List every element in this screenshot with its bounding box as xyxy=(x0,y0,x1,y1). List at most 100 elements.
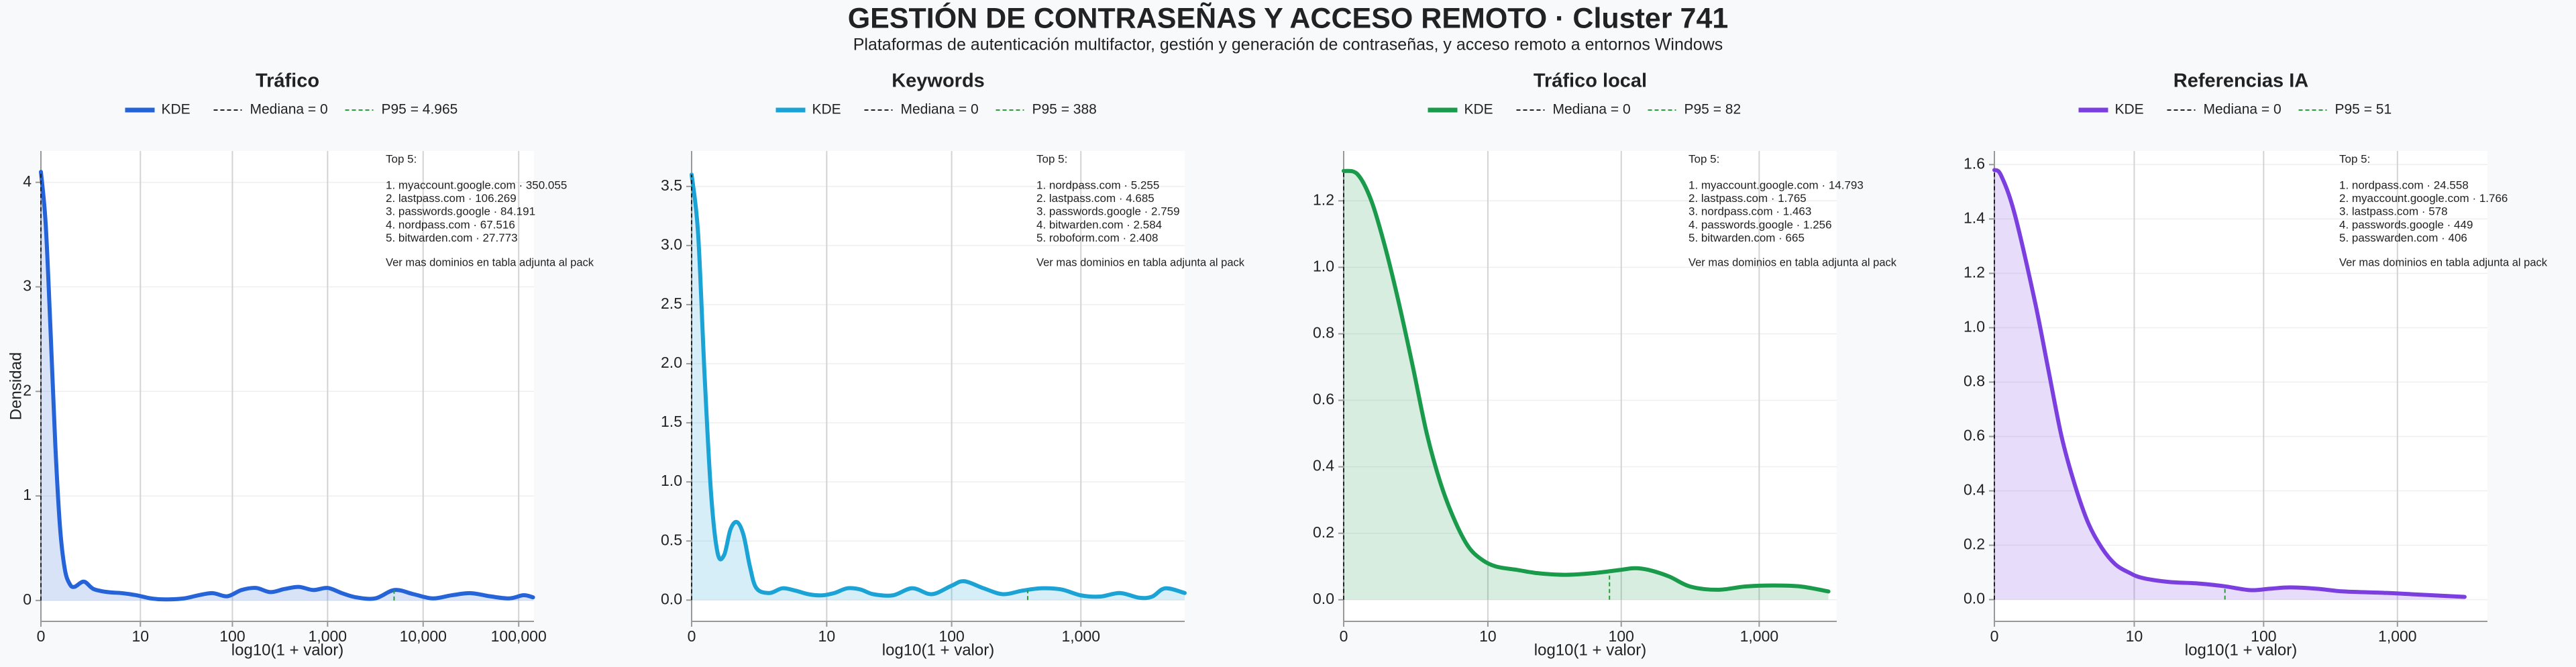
annotation-item: 4. bitwarden.com · 2.584 xyxy=(1036,218,1162,231)
annotation-item: 4. nordpass.com · 67.516 xyxy=(386,218,515,231)
legend-label: KDE xyxy=(812,102,841,117)
plot-area xyxy=(1994,151,2487,621)
density-line xyxy=(1992,168,2467,599)
y-tick-label: 3 xyxy=(23,277,32,295)
y-tick-label: 0.0 xyxy=(1313,590,1334,607)
annotation-item: 2. myaccount.google.com · 1.766 xyxy=(2339,192,2508,205)
annotation-note: Ver mas dominios en tabla adjunta al pac… xyxy=(1688,256,1897,268)
plot-area xyxy=(1344,151,1837,621)
annotation-item: 2. lastpass.com · 106.269 xyxy=(386,192,517,205)
legend-label: Mediana = 0 xyxy=(250,102,328,117)
y-tick-label: 2.5 xyxy=(661,295,682,312)
legend-label: Mediana = 0 xyxy=(1553,102,1631,117)
x-tick-label: 100,000 xyxy=(491,627,547,645)
y-tick-label: 1 xyxy=(23,486,32,503)
annotation-item: 2. lastpass.com · 1.765 xyxy=(1688,192,1807,205)
annotation-item: 5. roboform.com · 2.408 xyxy=(1036,232,1158,244)
plot-area xyxy=(41,151,534,621)
y-tick-label: 2 xyxy=(23,381,32,399)
legend-label: P95 = 82 xyxy=(1684,102,1741,117)
annotation-item: 4. passwords.google · 449 xyxy=(2339,218,2473,231)
y-tick-label: 1.0 xyxy=(661,472,682,489)
x-tick-label: 100 xyxy=(2251,627,2276,645)
x-tick-label: 0 xyxy=(688,627,696,645)
legend-label: KDE xyxy=(162,102,191,117)
x-tick-label: 10 xyxy=(1479,627,1497,645)
plot-area xyxy=(692,151,1185,621)
x-tick-label: 10,000 xyxy=(400,627,447,645)
legend-label: P95 = 51 xyxy=(2335,102,2392,117)
x-tick-label: 1,000 xyxy=(309,627,347,645)
annotation-item: 3. passwords.google · 2.759 xyxy=(1036,205,1180,218)
panel-title: Tráfico xyxy=(256,70,319,92)
legend-label: P95 = 4.965 xyxy=(382,102,458,117)
annotation-item: 1. nordpass.com · 24.558 xyxy=(2339,178,2469,191)
annotation-item: 3. nordpass.com · 1.463 xyxy=(1688,205,1811,218)
y-tick-label: 0.5 xyxy=(661,531,682,548)
density-line xyxy=(690,172,1187,601)
y-tick-label: 3.5 xyxy=(661,176,682,194)
annotation-note: Ver mas dominios en tabla adjunta al pac… xyxy=(2339,256,2548,268)
y-tick-label: 0.0 xyxy=(1964,590,1985,607)
y-tick-label: 0.6 xyxy=(1313,391,1334,408)
y-tick-label: 1.6 xyxy=(1964,154,1985,172)
panel-title: Tráfico local xyxy=(1534,70,1647,92)
annotation-note: Ver mas dominios en tabla adjunta al pac… xyxy=(1036,256,1245,268)
annotation-item: 5. bitwarden.com · 27.773 xyxy=(386,232,518,244)
y-tick-label: 1.0 xyxy=(1313,257,1334,274)
x-axis-label: log10(1 + valor) xyxy=(231,641,343,659)
x-tick-label: 100 xyxy=(1609,627,1634,645)
legend-label: Mediana = 0 xyxy=(2204,102,2282,117)
y-tick-label: 4 xyxy=(23,172,32,190)
annotation-item: 3. lastpass.com · 578 xyxy=(2339,205,2448,218)
density-line xyxy=(39,170,535,602)
y-tick-label: 0.4 xyxy=(1313,457,1334,474)
annotation-title: Top 5: xyxy=(386,152,417,165)
annotation-title: Top 5: xyxy=(1688,152,1719,165)
y-tick-label: 0.0 xyxy=(661,590,682,607)
density-area xyxy=(1344,170,1829,600)
annotation-item: 5. passwarden.com · 406 xyxy=(2339,232,2467,244)
y-axis-label: Densidad xyxy=(7,352,25,420)
x-tick-label: 100 xyxy=(938,627,964,645)
y-tick-label: 0.4 xyxy=(1964,481,1985,499)
legend-label: KDE xyxy=(1464,102,1493,117)
y-tick-label: 0.6 xyxy=(1964,427,1985,444)
annotation-item: 4. passwords.google · 1.256 xyxy=(1688,218,1832,231)
y-tick-label: 1.5 xyxy=(661,413,682,430)
y-tick-label: 1.0 xyxy=(1964,317,1985,335)
y-tick-label: 0.8 xyxy=(1964,372,1985,390)
y-tick-label: 0.8 xyxy=(1313,324,1334,342)
y-tick-label: 0.2 xyxy=(1313,523,1334,541)
x-axis-label: log10(1 + valor) xyxy=(882,641,994,659)
y-tick-label: 0 xyxy=(23,591,32,608)
x-tick-label: 1,000 xyxy=(2378,627,2417,645)
x-tick-label: 10 xyxy=(131,627,149,645)
x-tick-label: 0 xyxy=(1990,627,1999,645)
annotation-item: 1. myaccount.google.com · 14.793 xyxy=(1688,178,1864,191)
annotation-title: Top 5: xyxy=(2339,152,2370,165)
legend-label: P95 = 388 xyxy=(1032,102,1097,117)
annotation-item: 1. nordpass.com · 5.255 xyxy=(1036,178,1159,191)
page-subtitle: Plataformas de autenticación multifactor… xyxy=(853,36,1723,54)
annotation-title: Top 5: xyxy=(1036,152,1067,165)
x-tick-label: 1,000 xyxy=(1061,627,1100,645)
annotation-note: Ver mas dominios en tabla adjunta al pac… xyxy=(386,256,594,268)
y-tick-label: 1.4 xyxy=(1964,209,1985,226)
annotation-item: 1. myaccount.google.com · 350.055 xyxy=(386,178,567,191)
x-tick-label: 10 xyxy=(2126,627,2143,645)
density-line xyxy=(1342,168,1831,594)
panel-title: Keywords xyxy=(892,70,985,92)
density-area xyxy=(1994,170,2465,600)
density-area xyxy=(692,174,1185,601)
annotation-item: 2. lastpass.com · 4.685 xyxy=(1036,192,1155,205)
page-title: GESTIÓN DE CONTRASEÑAS Y ACCESO REMOTO ·… xyxy=(848,1,1729,34)
legend-label: KDE xyxy=(2115,102,2144,117)
x-tick-label: 0 xyxy=(37,627,46,645)
y-tick-label: 1.2 xyxy=(1964,263,1985,280)
annotation-item: 5. bitwarden.com · 665 xyxy=(1688,232,1805,244)
panel-title: Referencias IA xyxy=(2174,70,2309,92)
y-tick-label: 1.2 xyxy=(1313,191,1334,208)
